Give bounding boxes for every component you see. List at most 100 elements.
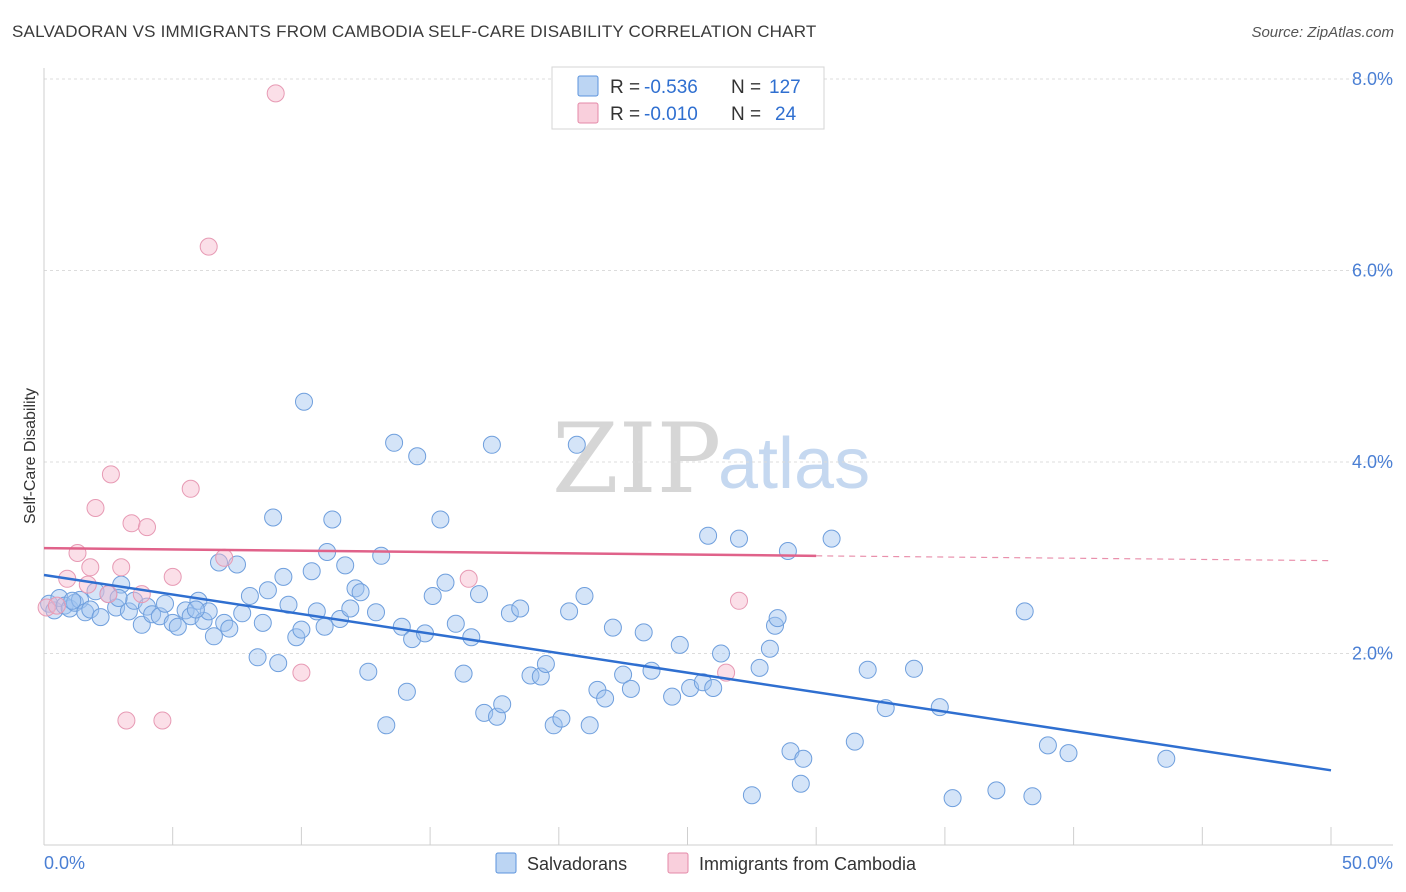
x-tick-label-max: 50.0%	[1342, 853, 1393, 873]
salvadoran-point	[760, 639, 779, 658]
salvadoran-point	[596, 689, 615, 708]
watermark-atlas: atlas	[718, 424, 870, 504]
salvadoran-point	[109, 589, 128, 607]
salvadoran-point	[693, 673, 712, 692]
salvadoran-point	[603, 618, 622, 637]
salvadoran-point	[240, 587, 259, 605]
salvadoran-point	[385, 433, 404, 452]
salvadoran-point	[436, 573, 455, 592]
cambodia-point	[266, 84, 285, 103]
salvadoran-point	[91, 608, 110, 627]
salvadoran-point	[663, 687, 682, 706]
salvadoran-point	[168, 617, 187, 636]
y-tick-label-8: 8.0%	[1352, 69, 1393, 89]
legend-n-value-1: 127	[769, 77, 801, 98]
legend-r-value-2: -0.010	[644, 104, 698, 125]
cambodia-point	[199, 237, 218, 256]
salvadoran-point	[210, 553, 228, 572]
y-axis-title: Self-Care Disability	[22, 388, 39, 524]
salvadoran-point	[63, 591, 82, 610]
cambodia-point	[47, 596, 66, 615]
salvadoran-point	[482, 435, 501, 454]
salvadoran-point	[408, 447, 427, 466]
salvadoran-point	[454, 664, 473, 683]
chart-title: SALVADORAN VS IMMIGRANTS FROM CAMBODIA S…	[12, 22, 817, 41]
salvadoran-point	[987, 781, 1006, 800]
cambodia-point	[730, 591, 748, 610]
legend-swatch-salvadorans	[577, 75, 599, 97]
cambodia-point	[78, 575, 97, 594]
cambodia-point	[459, 569, 478, 588]
salvadoran-point	[341, 599, 360, 618]
y-tick-labels: 2.0% 4.0% 6.0% 8.0%	[1352, 69, 1393, 664]
salvadoran-point	[359, 662, 378, 681]
cambodia-point	[86, 499, 105, 517]
salvadoran-point	[233, 604, 252, 623]
salvadoran-point	[742, 786, 761, 805]
cambodia-point	[292, 663, 311, 682]
salvadoran-point	[943, 789, 962, 808]
salvadoran-point	[215, 613, 234, 632]
salvadoran-point	[712, 644, 730, 663]
salvadoran-point	[315, 617, 334, 636]
salvadoran-point	[500, 604, 519, 623]
salvadoran-point	[462, 628, 481, 647]
salvadoran-point	[1157, 749, 1176, 768]
salvadoran-point	[544, 716, 563, 735]
legend-r-label-1: R =	[610, 77, 640, 98]
salvadoran-point	[264, 508, 283, 527]
bottom-legend-cambodia: Immigrants from Cambodia	[699, 854, 917, 874]
cambodia-point	[153, 711, 172, 730]
salvadoran-point	[905, 659, 923, 678]
salvadoran-point	[269, 654, 288, 673]
salvadoran-point	[634, 623, 653, 642]
salvadoran-point	[580, 716, 599, 735]
salvadoran-point	[1023, 787, 1042, 806]
salvadoran-point	[1015, 602, 1034, 621]
salvadoran-point	[336, 556, 355, 575]
salvadoran-point	[730, 529, 748, 548]
salvadoran-point	[614, 665, 633, 684]
salvadoran-point	[119, 602, 138, 621]
salvadoran-point	[143, 605, 162, 624]
cambodia-point	[99, 585, 118, 604]
salvadoran-point	[621, 679, 640, 698]
legend-r-value-1: -0.536	[644, 77, 698, 98]
salvadoran-point	[670, 635, 689, 654]
salvadoran-point	[220, 619, 239, 638]
salvadoran-point	[642, 661, 661, 680]
cambodia-point	[117, 711, 136, 730]
salvadoran-point	[858, 660, 877, 679]
cambodia-point	[68, 544, 87, 562]
y-tick-label-6: 6.0%	[1352, 261, 1393, 281]
salvadoran-point	[204, 627, 223, 646]
salvadoran-point	[397, 682, 416, 701]
salvadoran-point	[567, 435, 586, 454]
salvadoran-point	[248, 648, 267, 667]
y-tick-label-4: 4.0%	[1352, 452, 1393, 472]
salvadoran-trend-line	[43, 573, 1332, 772]
salvadoran-point	[845, 732, 864, 751]
x-tick-label-min: 0.0%	[44, 853, 85, 873]
salvadoran-point	[750, 658, 769, 677]
salvadoran-point	[81, 600, 100, 619]
salvadoran-point	[176, 601, 195, 620]
cambodia-point	[81, 558, 100, 577]
salvadoran-point	[423, 587, 442, 605]
legend-n-label-1: N =	[731, 77, 761, 98]
cambodia-point	[215, 548, 234, 567]
correlation-legend: R = -0.536 N = 127 R = -0.010 N = 24	[551, 66, 825, 130]
salvadoran-point	[536, 655, 555, 673]
salvadoran-point	[511, 599, 530, 618]
salvadoran-point	[431, 510, 450, 529]
salvadoran-point	[1038, 736, 1057, 755]
cambodia-point	[122, 514, 141, 533]
cambodia-point	[163, 567, 182, 586]
salvadoran-point	[575, 587, 594, 605]
salvadoran-point	[493, 695, 512, 714]
salvadoran-point	[470, 585, 488, 604]
salvadoran-point	[768, 609, 787, 628]
salvadoran-point	[156, 594, 174, 613]
salvadoran-point	[446, 614, 465, 633]
